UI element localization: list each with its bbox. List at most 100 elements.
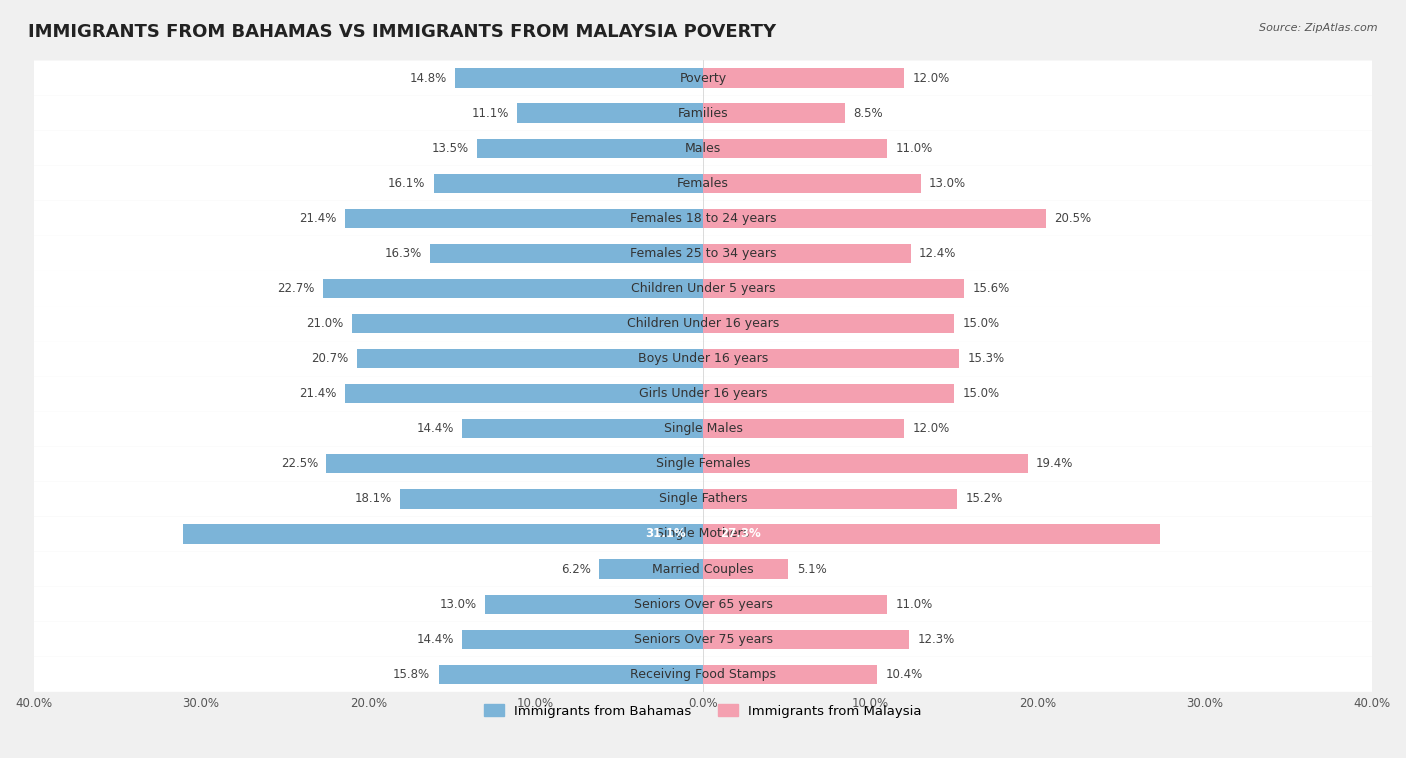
Text: 13.0%: 13.0% <box>440 597 477 611</box>
Bar <box>703 454 1028 474</box>
Text: 20.5%: 20.5% <box>1054 211 1091 225</box>
Bar <box>344 384 703 403</box>
Bar <box>401 489 703 509</box>
Bar <box>703 419 904 438</box>
Text: 14.4%: 14.4% <box>416 633 454 646</box>
Text: Source: ZipAtlas.com: Source: ZipAtlas.com <box>1260 23 1378 33</box>
Bar <box>463 419 703 438</box>
Bar <box>703 314 955 334</box>
Text: 31.1%: 31.1% <box>645 528 686 540</box>
Text: Boys Under 16 years: Boys Under 16 years <box>638 352 768 365</box>
Text: 27.3%: 27.3% <box>720 528 761 540</box>
FancyBboxPatch shape <box>34 552 1372 587</box>
Bar <box>703 139 887 158</box>
Text: Families: Families <box>678 107 728 120</box>
Bar <box>703 244 911 263</box>
Text: 8.5%: 8.5% <box>853 107 883 120</box>
Bar <box>485 594 703 614</box>
FancyBboxPatch shape <box>34 656 1372 692</box>
Text: 6.2%: 6.2% <box>561 562 591 575</box>
Text: 16.3%: 16.3% <box>385 247 422 260</box>
Text: 11.0%: 11.0% <box>896 597 932 611</box>
Text: Seniors Over 75 years: Seniors Over 75 years <box>634 633 772 646</box>
FancyBboxPatch shape <box>34 412 1372 446</box>
Text: Males: Males <box>685 142 721 155</box>
Text: 21.4%: 21.4% <box>299 211 336 225</box>
Text: 16.1%: 16.1% <box>388 177 425 190</box>
Bar <box>357 349 703 368</box>
Text: 11.1%: 11.1% <box>471 107 509 120</box>
FancyBboxPatch shape <box>34 446 1372 481</box>
FancyBboxPatch shape <box>34 306 1372 341</box>
Text: 12.4%: 12.4% <box>920 247 956 260</box>
Text: 20.7%: 20.7% <box>311 352 349 365</box>
Bar <box>517 103 703 123</box>
Text: 18.1%: 18.1% <box>354 493 392 506</box>
Text: Married Couples: Married Couples <box>652 562 754 575</box>
FancyBboxPatch shape <box>34 166 1372 201</box>
Text: 12.0%: 12.0% <box>912 71 949 85</box>
Text: Females 18 to 24 years: Females 18 to 24 years <box>630 211 776 225</box>
Bar <box>703 594 887 614</box>
Bar <box>703 559 789 578</box>
Bar <box>703 665 877 684</box>
Bar <box>703 174 921 193</box>
FancyBboxPatch shape <box>34 481 1372 516</box>
FancyBboxPatch shape <box>34 341 1372 376</box>
Text: 14.4%: 14.4% <box>416 422 454 435</box>
Text: 5.1%: 5.1% <box>797 562 827 575</box>
Bar <box>326 454 703 474</box>
Text: 15.8%: 15.8% <box>394 668 430 681</box>
Text: 15.0%: 15.0% <box>963 387 1000 400</box>
FancyBboxPatch shape <box>34 587 1372 622</box>
Text: 15.0%: 15.0% <box>963 317 1000 330</box>
Text: 21.0%: 21.0% <box>307 317 343 330</box>
Text: 15.2%: 15.2% <box>966 493 1002 506</box>
FancyBboxPatch shape <box>34 271 1372 306</box>
Legend: Immigrants from Bahamas, Immigrants from Malaysia: Immigrants from Bahamas, Immigrants from… <box>479 699 927 723</box>
FancyBboxPatch shape <box>34 130 1372 166</box>
Text: Poverty: Poverty <box>679 71 727 85</box>
Text: Single Mothers: Single Mothers <box>657 528 749 540</box>
FancyBboxPatch shape <box>34 96 1372 130</box>
Bar <box>463 630 703 649</box>
Text: Females 25 to 34 years: Females 25 to 34 years <box>630 247 776 260</box>
Bar <box>703 208 1046 228</box>
Text: 14.8%: 14.8% <box>409 71 447 85</box>
Text: 12.0%: 12.0% <box>912 422 949 435</box>
FancyBboxPatch shape <box>34 61 1372 96</box>
Text: Children Under 16 years: Children Under 16 years <box>627 317 779 330</box>
Text: 22.5%: 22.5% <box>281 457 318 471</box>
Bar <box>703 525 1160 543</box>
Bar <box>703 489 957 509</box>
Bar <box>183 525 703 543</box>
Text: 13.5%: 13.5% <box>432 142 468 155</box>
Bar <box>599 559 703 578</box>
Text: Receiving Food Stamps: Receiving Food Stamps <box>630 668 776 681</box>
FancyBboxPatch shape <box>34 201 1372 236</box>
Text: Seniors Over 65 years: Seniors Over 65 years <box>634 597 772 611</box>
Bar <box>430 244 703 263</box>
Bar <box>433 174 703 193</box>
Text: 12.3%: 12.3% <box>917 633 955 646</box>
Text: Single Fathers: Single Fathers <box>659 493 747 506</box>
Bar <box>703 68 904 88</box>
Text: 11.0%: 11.0% <box>896 142 932 155</box>
Text: 22.7%: 22.7% <box>277 282 315 295</box>
Text: Single Males: Single Males <box>664 422 742 435</box>
Text: 21.4%: 21.4% <box>299 387 336 400</box>
Bar <box>703 349 959 368</box>
FancyBboxPatch shape <box>34 622 1372 656</box>
Text: 15.3%: 15.3% <box>967 352 1004 365</box>
Bar <box>703 630 908 649</box>
Text: 10.4%: 10.4% <box>886 668 922 681</box>
Bar <box>344 208 703 228</box>
Bar <box>703 103 845 123</box>
Text: 13.0%: 13.0% <box>929 177 966 190</box>
Text: 19.4%: 19.4% <box>1036 457 1073 471</box>
Text: Children Under 5 years: Children Under 5 years <box>631 282 775 295</box>
FancyBboxPatch shape <box>34 376 1372 412</box>
Bar <box>456 68 703 88</box>
Text: IMMIGRANTS FROM BAHAMAS VS IMMIGRANTS FROM MALAYSIA POVERTY: IMMIGRANTS FROM BAHAMAS VS IMMIGRANTS FR… <box>28 23 776 41</box>
Text: Females: Females <box>678 177 728 190</box>
